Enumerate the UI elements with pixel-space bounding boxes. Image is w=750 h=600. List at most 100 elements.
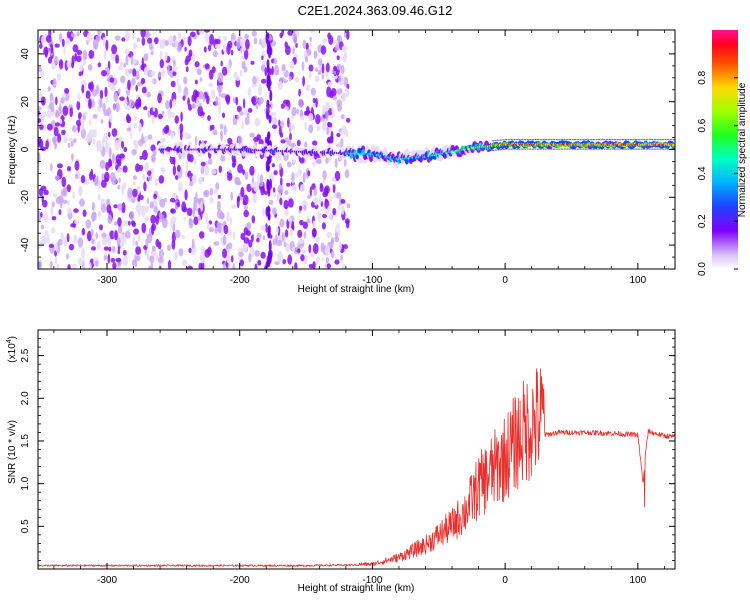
heatmap-cell	[275, 226, 279, 235]
heatmap-cell	[289, 60, 295, 70]
heatmap-cell	[146, 197, 150, 205]
heatmap-cell	[226, 258, 232, 264]
heatmap-cell	[177, 32, 182, 39]
heatmap-cell	[70, 32, 76, 38]
heatmap-cell	[105, 161, 109, 171]
heatmap-cell	[114, 230, 118, 241]
heatmap-cell	[326, 263, 331, 269]
heatmap-cell	[212, 129, 218, 136]
heatmap-cell	[550, 148, 553, 150]
heatmap-cell	[211, 89, 216, 99]
heatmap-cell	[296, 108, 299, 115]
heatmap-cell	[211, 168, 217, 175]
heatmap-cell	[141, 57, 144, 67]
heatmap-cell	[320, 242, 325, 253]
heatmap-cell	[83, 111, 88, 117]
heatmap-cell	[301, 61, 305, 72]
heatmap-cell	[38, 66, 42, 73]
heatmap-cell	[300, 254, 305, 262]
heatmap-cell	[236, 105, 242, 113]
heatmap-cell	[137, 234, 141, 242]
heatmap-cell	[226, 211, 230, 222]
heatmap-cell	[237, 163, 244, 174]
heatmap-cell	[267, 75, 271, 87]
heatmap-cell	[57, 239, 63, 246]
colorbar-label: Normalized spectral amplitude	[737, 82, 748, 217]
heatmap-cell	[77, 237, 84, 248]
heatmap-cell	[635, 148, 638, 150]
heatmap-cell	[99, 89, 104, 100]
heatmap-cell	[224, 94, 231, 103]
heatmap-cell	[629, 148, 633, 150]
heatmap-cell	[242, 169, 246, 175]
heatmap-cell	[265, 223, 268, 233]
heatmap-cell	[144, 216, 149, 222]
heatmap-cell	[292, 33, 298, 44]
heatmap-cell	[315, 97, 318, 108]
heatmap-cell	[314, 197, 319, 206]
heatmap-cell	[236, 38, 241, 49]
heatmap-cell	[40, 224, 45, 230]
heatmap-cell	[79, 65, 84, 72]
heatmap-cell	[205, 95, 210, 105]
heatmap-cell	[298, 88, 301, 97]
heatmap-cell	[38, 210, 42, 222]
heatmap-cell	[230, 49, 234, 56]
heatmap-cell	[318, 58, 323, 66]
heatmap-cell	[207, 158, 213, 165]
heatmap-cell	[117, 249, 121, 255]
heatmap-cell	[555, 139, 558, 141]
heatmap-cell	[305, 42, 309, 50]
heatmap-cell	[183, 216, 186, 221]
heatmap-cell	[141, 208, 146, 218]
heatmap-cell	[213, 50, 218, 58]
heatmap-cell	[251, 83, 257, 88]
spectrogram-ylabel: Frequency (Hz)	[7, 116, 18, 185]
heatmap-cell	[257, 97, 262, 107]
heatmap-cell	[112, 262, 117, 269]
heatmap-cell	[656, 148, 659, 150]
heatmap-cell	[101, 173, 105, 181]
heatmap-cell	[334, 226, 338, 233]
heatmap-cell	[181, 201, 187, 212]
heatmap-cell	[505, 148, 508, 150]
heatmap-cell	[115, 154, 122, 165]
heatmap-cell	[600, 139, 603, 141]
heatmap-cell	[129, 210, 135, 221]
heatmap-cell	[304, 256, 308, 262]
heatmap-cell	[67, 142, 71, 148]
heatmap-cell	[38, 106, 42, 111]
heatmap-cell	[579, 148, 582, 150]
heatmap-cell	[56, 263, 60, 269]
heatmap-cell	[75, 119, 82, 127]
heatmap-cell	[136, 37, 140, 42]
heatmap-cell	[117, 184, 121, 190]
heatmap-cell	[235, 96, 239, 106]
heatmap-cell	[42, 234, 48, 245]
heatmap-cell	[330, 238, 334, 249]
heatmap-cell	[315, 236, 320, 244]
heatmap-cell	[656, 139, 659, 141]
heatmap-cell	[48, 244, 55, 248]
heatmap-cell	[624, 148, 627, 150]
heatmap-cell	[136, 255, 141, 262]
heatmap-cell	[515, 148, 519, 150]
heatmap-cell	[241, 55, 245, 60]
heatmap-cell	[187, 134, 192, 140]
heatmap-cell	[246, 230, 251, 237]
heatmap-cell	[99, 159, 106, 169]
heatmap-cell	[82, 50, 88, 61]
heatmap-cell	[227, 230, 233, 237]
heatmap-cell	[301, 249, 307, 254]
heatmap-cell	[139, 155, 143, 160]
spectrogram-xtick-label-1: -200	[230, 275, 250, 286]
heatmap-cell	[74, 219, 80, 225]
heatmap-cell	[111, 152, 115, 164]
heatmap-cell	[126, 115, 132, 124]
heatmap-cell	[317, 69, 322, 76]
heatmap-cell	[325, 157, 329, 164]
heatmap-cell	[254, 117, 260, 127]
heatmap-cell	[214, 43, 221, 49]
heatmap-cell	[239, 69, 243, 77]
spectrogram-ytick-label-2: 0	[20, 146, 31, 152]
